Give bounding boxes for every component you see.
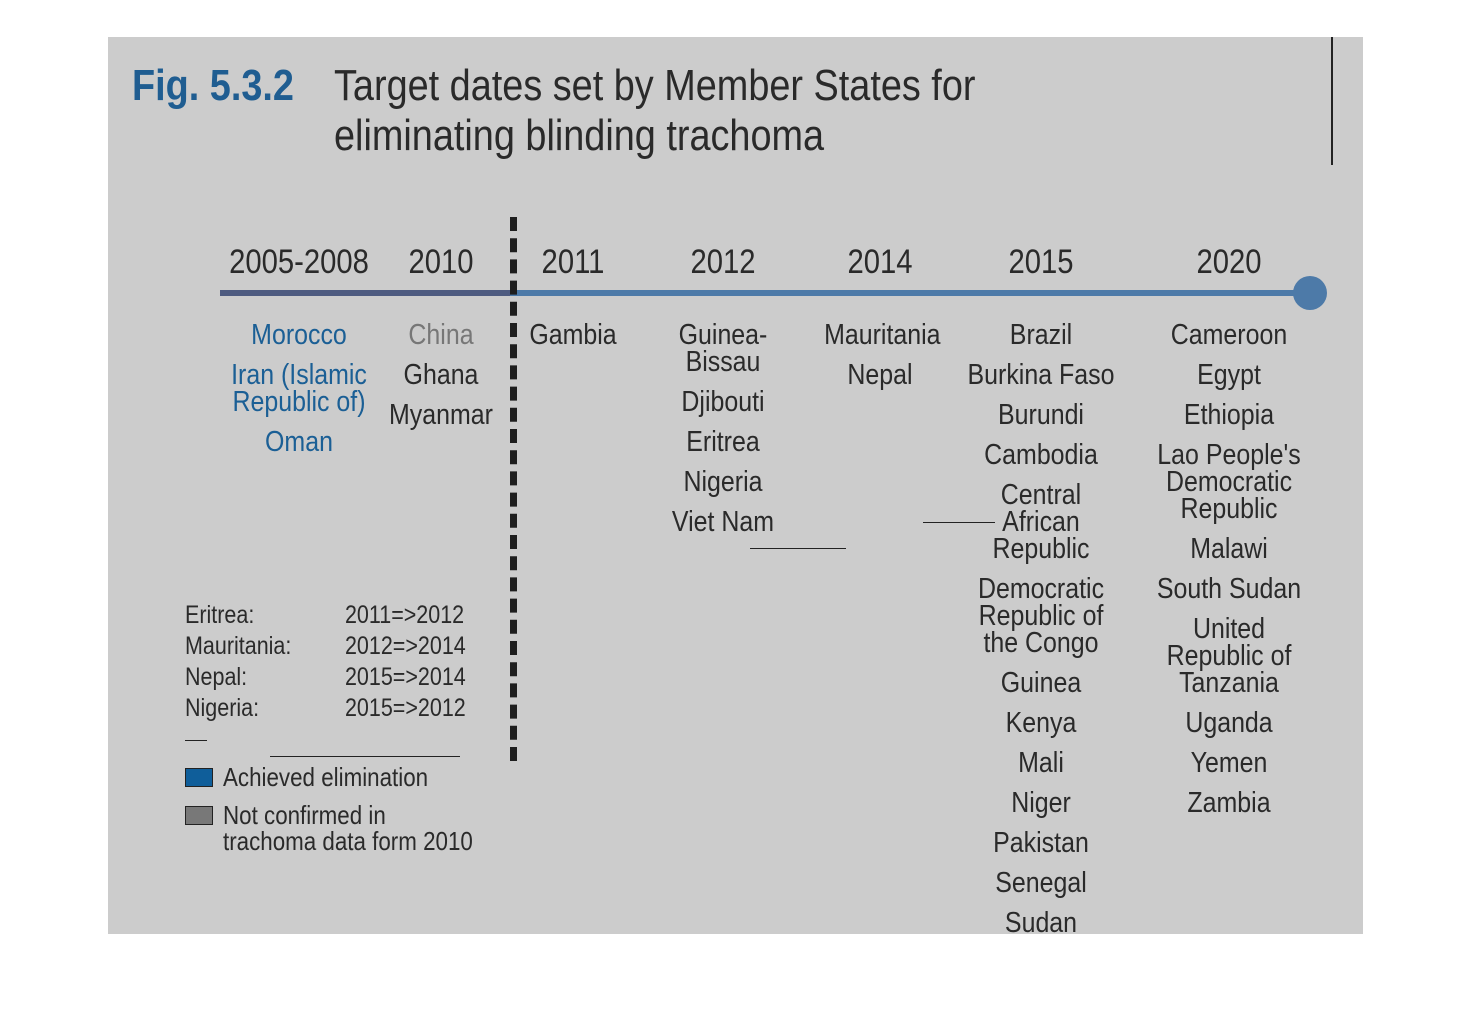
country-label: Brazil (1009, 319, 1073, 351)
not-confirmed-swatch (185, 806, 213, 825)
country-label: Uganda (1185, 707, 1273, 739)
country-label: South Sudan (1156, 573, 1302, 605)
year-label: 2014 (847, 243, 913, 281)
year-label: 2015 (1008, 243, 1074, 281)
country-label: Democratic Republic of the Congo (977, 573, 1105, 659)
legend-not-confirmed: Not confirmed in trachoma data form 2010 (185, 802, 523, 854)
legend-achieved-label: Achieved elimination (223, 762, 429, 792)
country-label: Guinea-Bissau (678, 319, 768, 378)
country-label: Nigeria (683, 466, 763, 498)
date-change-row: Mauritania: 2012=>2014 (185, 631, 466, 662)
date-change-value: 2015=>2012 (344, 694, 466, 722)
current-date-divider (510, 217, 517, 761)
country-label: China (408, 319, 474, 351)
country-column: China Ghana Myanmar (376, 319, 506, 442)
figure-number: Fig. 5.3.2 (132, 61, 294, 110)
achieved-swatch (185, 768, 213, 787)
year-label: 2012 (690, 243, 756, 281)
country-column: Gambia (508, 319, 638, 362)
divider (1331, 37, 1333, 165)
country-label: Mali (1018, 747, 1064, 779)
country-label: Niger (1011, 787, 1071, 819)
date-change-country: Nepal: (185, 663, 248, 691)
country-label: Ethiopia (1183, 399, 1275, 431)
date-change-value: 2015=>2014 (344, 663, 466, 691)
country-label: Pakistan (993, 827, 1089, 859)
timeline-end-dot (1293, 276, 1327, 310)
country-column: Guinea-Bissau Djibouti Eritrea Nigeria Viet … (628, 319, 818, 549)
date-change-country: Mauritania: (185, 632, 292, 660)
year-label: 2005-2008 (229, 243, 369, 281)
country-label: Mauritania (824, 319, 941, 351)
country-label: Malawi (1190, 533, 1268, 565)
date-change-row: Eritrea: 2011=>2012 (185, 600, 466, 631)
legend-not-confirmed-label: Not confirmed in trachoma data form 2010 (223, 800, 473, 856)
country-label: Cambodia (984, 439, 1098, 471)
divider (923, 522, 995, 523)
divider (270, 756, 460, 757)
date-change-notes: Eritrea: 2011=>2012 Mauritania: 2012=>2014 N… (185, 600, 466, 724)
country-label: Central African Republic (992, 479, 1090, 565)
year-label: 2010 (408, 243, 474, 281)
country-label: Lao People's Democratic Republic (1157, 439, 1301, 525)
date-change-value: 2011=>2012 (344, 601, 465, 629)
year-label: 2011 (541, 243, 605, 281)
country-label: Ghana (403, 359, 479, 391)
date-change-row: Nepal: 2015=>2014 (185, 662, 466, 693)
country-label: Guinea (1000, 667, 1082, 699)
legend-achieved: Achieved elimination (185, 764, 461, 790)
date-change-country: Nigeria: (185, 694, 260, 722)
country-column: Mauritania Nepal (815, 319, 945, 402)
country-label: Burundi (998, 399, 1084, 431)
country-column: Morocco Iran (Islamic Republic of) Oman (199, 319, 399, 469)
country-label: Djibouti (681, 386, 765, 418)
country-label: Sudan (1004, 907, 1078, 935)
country-label: Eritrea (686, 426, 760, 458)
date-change-row: Nigeria: 2015=>2012 (185, 693, 466, 724)
country-label: Kenya (1005, 707, 1077, 739)
country-column: Cameroon Egypt Ethiopia Lao People's Democr… (1129, 319, 1329, 830)
country-label: Egypt (1197, 359, 1261, 391)
country-label: Nepal (847, 359, 913, 391)
country-label: Yemen (1190, 747, 1268, 779)
country-label: Zambia (1187, 787, 1271, 819)
date-change-country: Eritrea: (185, 601, 255, 629)
country-label: Morocco (251, 319, 347, 351)
country-label: Oman (265, 426, 333, 458)
country-column: Brazil Burkina Faso Burundi Cambodia Central… (946, 319, 1136, 935)
country-label: Iran (Islamic Republic of) (231, 359, 367, 418)
country-label: Burkina Faso (967, 359, 1115, 391)
country-label: Cameroon (1170, 319, 1288, 351)
timeline-axis (220, 290, 1310, 296)
figure-panel: Fig. 5.3.2 Target dates set by Member St… (108, 37, 1363, 934)
country-label: United Republic of Tanzania (1166, 613, 1292, 699)
timeline-axis-past (220, 290, 510, 296)
figure-title: Target dates set by Member States for el… (334, 61, 976, 160)
divider (750, 548, 846, 549)
country-label: Viet Nam (671, 506, 775, 538)
date-change-value: 2012=>2014 (344, 632, 466, 660)
year-label: 2020 (1196, 243, 1262, 281)
country-label: Myanmar (389, 399, 493, 431)
divider (185, 740, 207, 741)
country-label: Gambia (529, 319, 617, 351)
country-label: Senegal (995, 867, 1087, 899)
